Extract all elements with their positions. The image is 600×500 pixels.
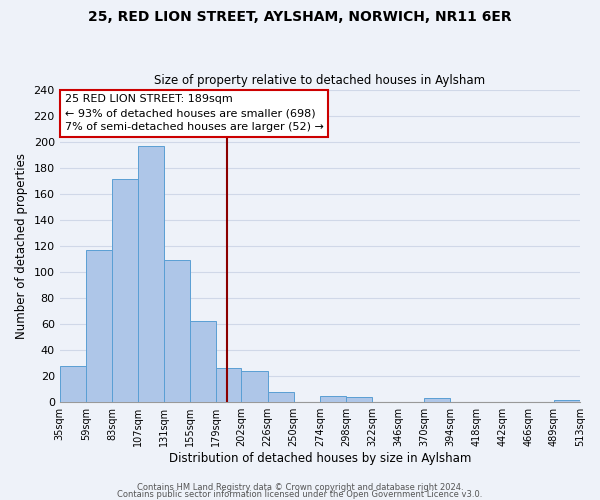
Text: 25, RED LION STREET, AYLSHAM, NORWICH, NR11 6ER: 25, RED LION STREET, AYLSHAM, NORWICH, N… xyxy=(88,10,512,24)
Bar xyxy=(346,397,372,402)
Bar xyxy=(190,322,217,402)
Bar xyxy=(241,371,268,402)
Bar xyxy=(320,396,346,402)
Bar xyxy=(164,260,190,402)
Bar xyxy=(86,250,112,402)
Text: Contains public sector information licensed under the Open Government Licence v3: Contains public sector information licen… xyxy=(118,490,482,499)
Bar xyxy=(217,368,241,402)
X-axis label: Distribution of detached houses by size in Aylsham: Distribution of detached houses by size … xyxy=(169,452,471,465)
Text: Contains HM Land Registry data © Crown copyright and database right 2024.: Contains HM Land Registry data © Crown c… xyxy=(137,484,463,492)
Bar xyxy=(554,400,580,402)
Text: 25 RED LION STREET: 189sqm
← 93% of detached houses are smaller (698)
7% of semi: 25 RED LION STREET: 189sqm ← 93% of deta… xyxy=(65,94,324,132)
Y-axis label: Number of detached properties: Number of detached properties xyxy=(15,153,28,339)
Bar xyxy=(268,392,294,402)
Bar xyxy=(59,366,86,402)
Bar xyxy=(112,180,138,402)
Bar xyxy=(138,146,164,402)
Bar xyxy=(424,398,451,402)
Title: Size of property relative to detached houses in Aylsham: Size of property relative to detached ho… xyxy=(154,74,485,87)
